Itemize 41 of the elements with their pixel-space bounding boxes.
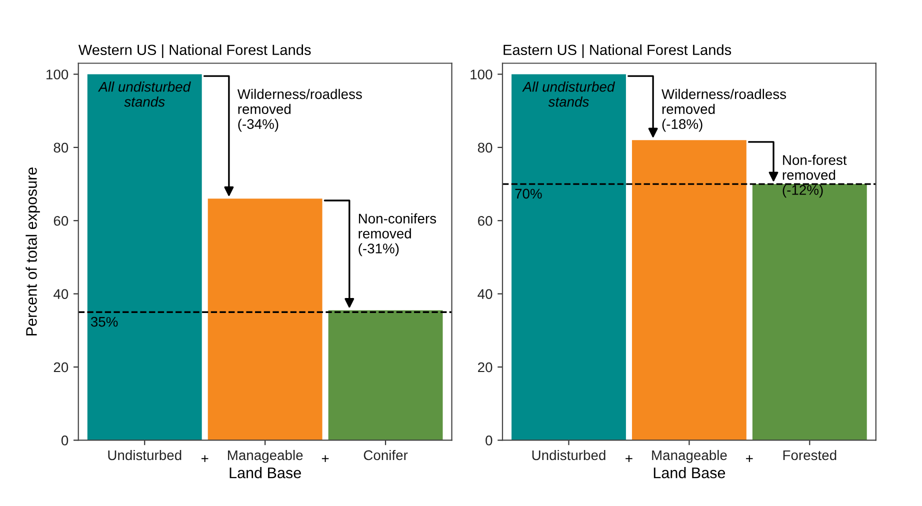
y-tick-label: 100	[470, 70, 492, 80]
ref-line-label: 35%	[90, 316, 118, 327]
chart-title: Western US | National Forest Lands	[78, 44, 311, 58]
x-tick-label: Manageable	[652, 450, 727, 463]
bar	[208, 198, 322, 440]
y-tick-label: 20	[54, 362, 68, 372]
annotation: Non-conifers removed (-31%)	[358, 213, 436, 256]
y-tick-label: 60	[54, 216, 68, 226]
bar	[512, 74, 626, 440]
x-tick-label: Conifer	[364, 450, 408, 460]
ref-line-label: 70%	[515, 188, 542, 199]
text: +	[746, 455, 753, 462]
x-tick-label: Manageable	[228, 450, 303, 463]
x-tick-label: Undisturbed	[532, 450, 606, 460]
chart-title: Eastern US | National Forest Lands	[504, 44, 732, 58]
bar	[752, 184, 867, 440]
annotation: All undisturbed stands	[98, 82, 191, 107]
x-axis-title: Land Base	[654, 467, 726, 478]
y-tick-label: 0	[486, 436, 492, 446]
annotation: Wilderness/roadless removed (-18%)	[662, 88, 786, 132]
text: +	[322, 455, 329, 462]
y-tick-label: 20	[478, 362, 492, 372]
y-tick-label: 60	[478, 216, 492, 226]
bar	[632, 140, 746, 440]
annotation: Wilderness/roadless removed (-34%)	[237, 88, 362, 132]
bar	[328, 310, 443, 440]
y-axis-title: Percent of total exposure	[26, 167, 40, 336]
y-tick-label: 0	[61, 436, 68, 446]
text: +	[201, 455, 208, 462]
annotation: All undisturbed stands	[522, 82, 616, 107]
x-tick-label: Undisturbed	[108, 450, 182, 460]
y-tick-label: 100	[46, 70, 68, 80]
x-tick-label: Forested	[783, 450, 836, 460]
y-tick-label: 80	[54, 142, 68, 153]
y-tick-label: 40	[54, 289, 68, 299]
text: +	[626, 455, 632, 462]
y-tick-label: 40	[478, 289, 492, 299]
y-tick-label: 80	[478, 142, 492, 153]
x-axis-title: Land Base	[230, 467, 301, 478]
bar	[87, 74, 202, 440]
annotation: Non-forest removed (-12%)	[782, 154, 847, 198]
